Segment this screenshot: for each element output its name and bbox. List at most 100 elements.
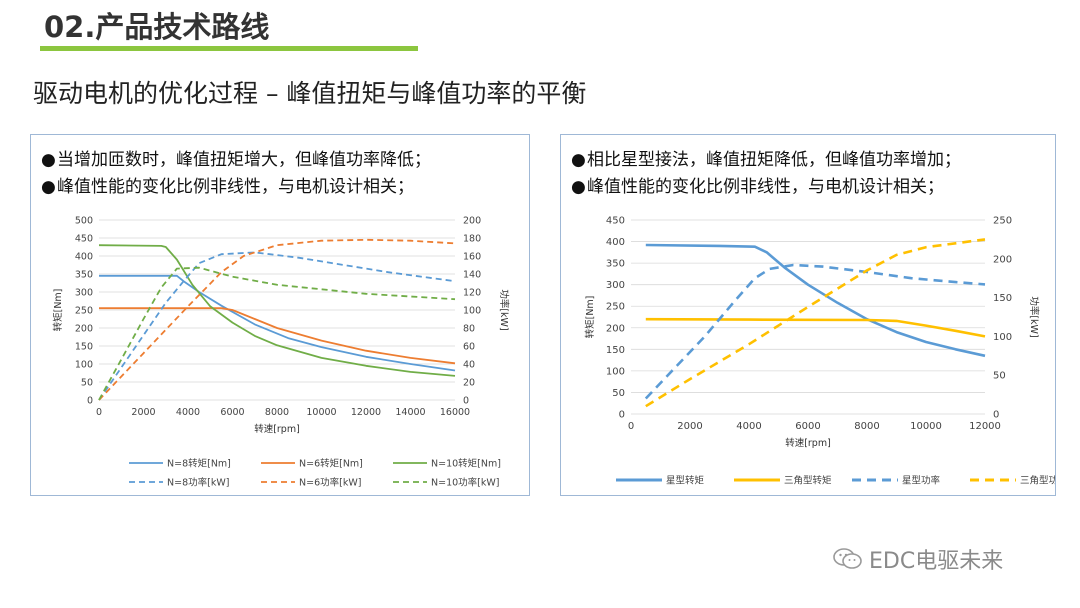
y-tick-label-left: 350 — [606, 259, 625, 270]
y-tick-label-left: 50 — [612, 388, 625, 399]
y-tick-label-left: 150 — [75, 342, 93, 353]
x-tick-label: 0 — [96, 407, 102, 418]
y-tick-label-right: 80 — [463, 324, 475, 335]
x-tick-label: 10000 — [910, 421, 942, 432]
left-chart-panel: ●当增加匝数时，峰值扭矩增大，但峰值功率降低； ●峰值性能的变化比例非线性，与电… — [30, 134, 530, 496]
bullet-dot-icon: ● — [41, 177, 56, 197]
y-tick-label-right: 160 — [463, 252, 481, 263]
turns-comparison-chart: 0 50 100 150 200 250 300 350 400 450 500 0 20 40 60 80 1… — [52, 216, 510, 489]
x-tick-label: 10000 — [306, 407, 336, 418]
y-tick-label-right: 40 — [463, 360, 475, 371]
y-axis-label-left: 转矩[Nm] — [584, 296, 596, 339]
y-tick-label-left: 100 — [606, 366, 625, 377]
series-line-1 — [99, 307, 456, 365]
legend-label: N=10转矩[Nm] — [431, 458, 501, 470]
y-tick-label-right: 180 — [463, 234, 481, 245]
legend-label: 三角型功率 — [1020, 475, 1055, 487]
y-tick-label-left: 500 — [75, 216, 93, 227]
legend-label: 星型功率 — [902, 475, 941, 487]
bullet-dot-icon: ● — [571, 150, 586, 170]
y-tick-label-left: 200 — [75, 324, 93, 335]
bullet-item: ●峰值性能的变化比例非线性，与电机设计相关； — [41, 174, 431, 201]
y-tick-label-left: 0 — [87, 396, 93, 407]
x-tick-label: 14000 — [395, 407, 425, 418]
series-line-4 — [98, 238, 456, 401]
y-tick-label-right: 140 — [463, 270, 481, 281]
watermark: EDC电驱未来 — [833, 543, 1003, 575]
x-tick-label: 4000 — [736, 421, 761, 432]
y-tick-label-right: 200 — [463, 216, 481, 227]
bullet-dot-icon: ● — [571, 177, 586, 197]
series-line-2 — [98, 244, 456, 377]
y-tick-label-right: 0 — [993, 410, 999, 421]
y-tick-label-left: 250 — [606, 302, 625, 313]
y-axis-label-right: 功率[kW] — [1028, 296, 1040, 337]
connection-comparison-chart: 0 50 100 150 200 250 300 350 400 450 0 50 100 150 200 2… — [584, 216, 1055, 487]
y-tick-label-left: 100 — [75, 360, 93, 371]
y-tick-label-right: 150 — [993, 293, 1012, 304]
wechat-icon — [833, 548, 862, 569]
y-tick-label-left: 450 — [606, 216, 625, 227]
y-tick-label-left: 400 — [606, 237, 625, 248]
x-tick-label: 6000 — [220, 407, 244, 418]
y-tick-label-right: 20 — [463, 378, 475, 389]
bullet-dot-icon: ● — [41, 150, 56, 170]
right-bullets: ●相比星型接法，峰值扭矩降低，但峰值功率增加； ●峰值性能的变化比例非线性，与电… — [571, 147, 961, 201]
y-tick-label-left: 50 — [81, 378, 93, 389]
legend-label: N=6转矩[Nm] — [299, 458, 363, 470]
y-axis-label-right: 功率[kW] — [498, 289, 510, 330]
x-axis-label: 转速[rpm] — [254, 423, 300, 435]
y-tick-label-left: 250 — [75, 306, 93, 317]
series-line-3 — [98, 251, 456, 401]
x-tick-label: 8000 — [854, 421, 879, 432]
y-axis-label-left: 转矩[Nm] — [52, 289, 64, 332]
legend-label: N=10功率[kW] — [431, 477, 499, 489]
x-tick-label: 8000 — [265, 407, 289, 418]
page-title: 02.产品技术路线 — [44, 10, 270, 44]
series-line-3 — [645, 238, 986, 408]
y-tick-label-left: 400 — [75, 252, 93, 263]
y-tick-label-right: 200 — [993, 254, 1012, 265]
y-tick-label-right: 250 — [993, 216, 1012, 227]
legend-label: N=8功率[kW] — [167, 477, 229, 489]
title-underline — [40, 46, 418, 51]
legend-label: N=8转矩[Nm] — [167, 458, 231, 470]
x-tick-label: 12000 — [351, 407, 381, 418]
legend-label: 星型转矩 — [666, 475, 705, 487]
x-tick-label: 2000 — [677, 421, 702, 432]
y-tick-label-right: 0 — [463, 396, 469, 407]
y-tick-label-left: 150 — [606, 345, 625, 356]
y-tick-label-right: 120 — [463, 288, 481, 299]
y-tick-label-left: 0 — [619, 410, 625, 421]
y-tick-label-left: 350 — [75, 270, 93, 281]
y-tick-label-left: 200 — [606, 323, 625, 334]
bullet-item: ●当增加匝数时，峰值扭矩增大，但峰值功率降低； — [41, 147, 431, 174]
y-tick-label-left: 300 — [75, 288, 93, 299]
x-tick-label: 2000 — [131, 407, 155, 418]
x-tick-label: 16000 — [440, 407, 470, 418]
series-line-1 — [645, 317, 986, 338]
legend-label: N=6功率[kW] — [299, 477, 361, 489]
y-tick-label-left: 300 — [606, 280, 625, 291]
y-tick-label-right: 50 — [993, 371, 1006, 382]
series-line-0 — [99, 274, 456, 372]
series-line-2 — [644, 263, 986, 400]
right-chart-panel: ●相比星型接法，峰值扭矩降低，但峰值功率增加； ●峰值性能的变化比例非线性，与电… — [560, 134, 1056, 496]
y-tick-label-right: 100 — [463, 306, 481, 317]
bullet-item: ●峰值性能的变化比例非线性，与电机设计相关； — [571, 174, 961, 201]
slide-subtitle: 驱动电机的优化过程 – 峰值扭矩与峰值功率的平衡 — [33, 79, 587, 108]
series-line-5 — [98, 266, 456, 401]
watermark-text: EDC电驱未来 — [869, 549, 1004, 574]
series-line-0 — [645, 243, 986, 358]
x-tick-label: 4000 — [176, 407, 200, 418]
bullet-item: ●相比星型接法，峰值扭矩降低，但峰值功率增加； — [571, 147, 961, 174]
legend-label: 三角型转矩 — [784, 475, 832, 487]
left-bullets: ●当增加匝数时，峰值扭矩增大，但峰值功率降低； ●峰值性能的变化比例非线性，与电… — [41, 147, 431, 201]
y-tick-label-right: 60 — [463, 342, 475, 353]
y-tick-label-left: 450 — [75, 234, 93, 245]
x-tick-label: 6000 — [795, 421, 820, 432]
y-tick-label-right: 100 — [993, 332, 1012, 343]
x-tick-label: 0 — [628, 421, 634, 432]
x-axis-label: 转速[rpm] — [785, 437, 831, 449]
x-tick-label: 12000 — [969, 421, 1001, 432]
